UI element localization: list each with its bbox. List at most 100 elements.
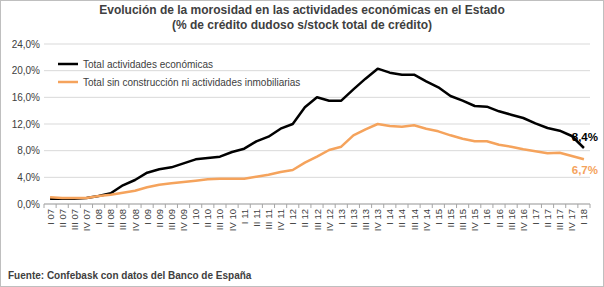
data-label: 6,7% [572,164,598,176]
x-tick [262,204,263,208]
x-tick-label: IV 12 [324,209,335,231]
series-line [50,124,584,198]
y-tick-label: 8,0% [17,145,40,156]
plot-area [50,69,584,199]
x-tick [80,204,81,208]
x-tick-label: III 15 [457,209,468,230]
x-tick [298,204,299,208]
x-tick [177,204,178,208]
x-tick [383,204,384,208]
x-tick-label: I 18 [578,209,589,225]
legend-label: Total actividades económicas [83,59,213,70]
x-tick-label: I 07 [45,209,56,225]
x-tick [517,204,518,208]
x-tick [359,204,360,208]
x-tick-label: IV 15 [469,209,480,231]
y-tick-label: 20,0% [12,65,40,76]
x-tick-label: I 08 [93,209,104,225]
x-axis [44,204,590,205]
x-tick-label: I 16 [481,209,492,225]
x-tick-label: II 14 [396,209,407,228]
x-tick-label: III 11 [263,209,274,229]
x-tick-label: II 10 [202,209,213,228]
x-tick-label: I 09 [142,209,153,225]
x-tick [590,204,591,208]
x-tick-label: IV 08 [130,209,141,231]
x-tick-label: II 07 [57,209,68,228]
x-tick [577,204,578,208]
x-tick-label: II 09 [154,209,165,228]
x-tick-label: I 14 [384,209,395,225]
legend-label: Total sin construcción ni actividades in… [83,77,300,88]
x-tick-label: III 10 [214,209,225,230]
x-tick [116,204,117,208]
x-tick-label: I 11 [239,209,250,224]
x-tick [395,204,396,208]
x-tick [335,204,336,208]
x-tick [505,204,506,208]
grid-line [44,204,590,205]
y-tick-label: 24,0% [12,39,40,50]
x-tick-label: IV 13 [372,209,383,231]
y-tick-label: 4,0% [17,172,40,183]
y-tick-label: 12,0% [12,119,40,130]
x-tick-label: III 14 [409,209,420,230]
x-tick [492,204,493,208]
grid-line [44,177,590,178]
x-tick [201,204,202,208]
x-tick [56,204,57,208]
x-tick-label: II 17 [542,209,553,228]
x-tick-label: III 07 [69,209,80,230]
x-tick [432,204,433,208]
x-tick [274,204,275,208]
series-line [50,69,584,199]
x-tick [68,204,69,208]
x-tick [153,204,154,208]
x-tick-label: IV 09 [178,209,189,231]
x-tick [347,204,348,208]
x-tick-label: II 11 [251,209,262,227]
x-tick [408,204,409,208]
y-tick-label: 0,0% [17,199,40,210]
x-tick [565,204,566,208]
x-tick [213,204,214,208]
data-label: 8,4% [572,131,598,143]
grid-line [44,124,590,125]
x-tick [553,204,554,208]
x-tick [444,204,445,208]
legend-swatch [58,63,78,66]
x-tick-label: I 13 [336,209,347,225]
frame [1,1,604,287]
x-tick [226,204,227,208]
x-tick-label: III 17 [554,209,565,230]
x-tick [323,204,324,208]
x-tick [529,204,530,208]
x-tick-label: IV 16 [518,209,529,231]
x-tick-label: IV 07 [81,209,92,231]
x-tick [250,204,251,208]
subtitle: (% de crédito dudoso s/stock total de cr… [172,18,432,32]
x-tick-label: IV 11 [275,209,286,230]
y-tick-label: 16,0% [12,92,40,103]
x-tick [456,204,457,208]
x-tick [238,204,239,208]
x-tick-label: I 15 [433,209,444,225]
x-tick-label: III 12 [312,209,323,230]
x-tick [44,204,45,208]
source: Fuente: Confebask con datos del Banco de… [8,270,252,281]
x-tick-label: III 08 [117,209,128,230]
x-tick [92,204,93,208]
x-tick-label: IV 17 [566,209,577,231]
x-tick [420,204,421,208]
x-tick-label: II 12 [299,209,310,228]
x-tick [310,204,311,208]
x-tick-label: I 12 [287,209,298,225]
x-tick-label: II 08 [105,209,116,228]
x-tick-label: III 13 [360,209,371,230]
x-tick [480,204,481,208]
legend-swatch [58,81,78,84]
x-tick-label: I 17 [530,209,541,225]
x-tick [165,204,166,208]
chart: Evolución de la morosidad en las activid… [0,0,604,287]
x-tick [141,204,142,208]
